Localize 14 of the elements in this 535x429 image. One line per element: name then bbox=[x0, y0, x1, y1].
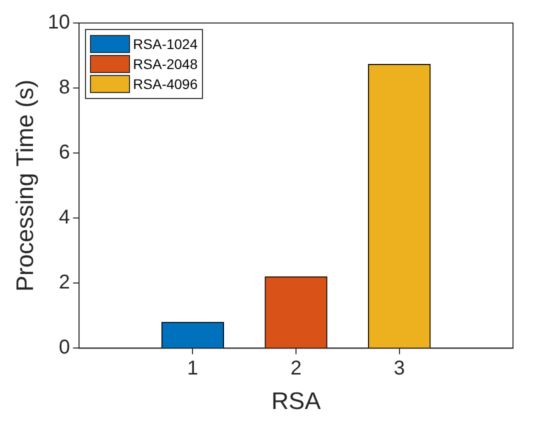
y-tick-label: 10 bbox=[48, 12, 70, 34]
legend-label: RSA-2048 bbox=[133, 55, 198, 73]
x-axis-title: RSA bbox=[271, 388, 321, 416]
y-tick-label: 4 bbox=[58, 206, 70, 229]
x-tick-label: 2 bbox=[290, 358, 302, 380]
y-axis-title: Processing Time (s) bbox=[12, 80, 40, 292]
y-tick-label: 8 bbox=[58, 76, 70, 99]
y-tick-label: 0 bbox=[58, 336, 70, 359]
legend-label: RSA-4096 bbox=[133, 75, 198, 93]
y-tick-label: 6 bbox=[58, 142, 70, 164]
x-tick-label: 1 bbox=[187, 358, 198, 380]
legend-label: RSA-1024 bbox=[133, 35, 198, 53]
x-tick-label: 3 bbox=[394, 358, 405, 380]
y-tick-label: 2 bbox=[58, 272, 70, 294]
